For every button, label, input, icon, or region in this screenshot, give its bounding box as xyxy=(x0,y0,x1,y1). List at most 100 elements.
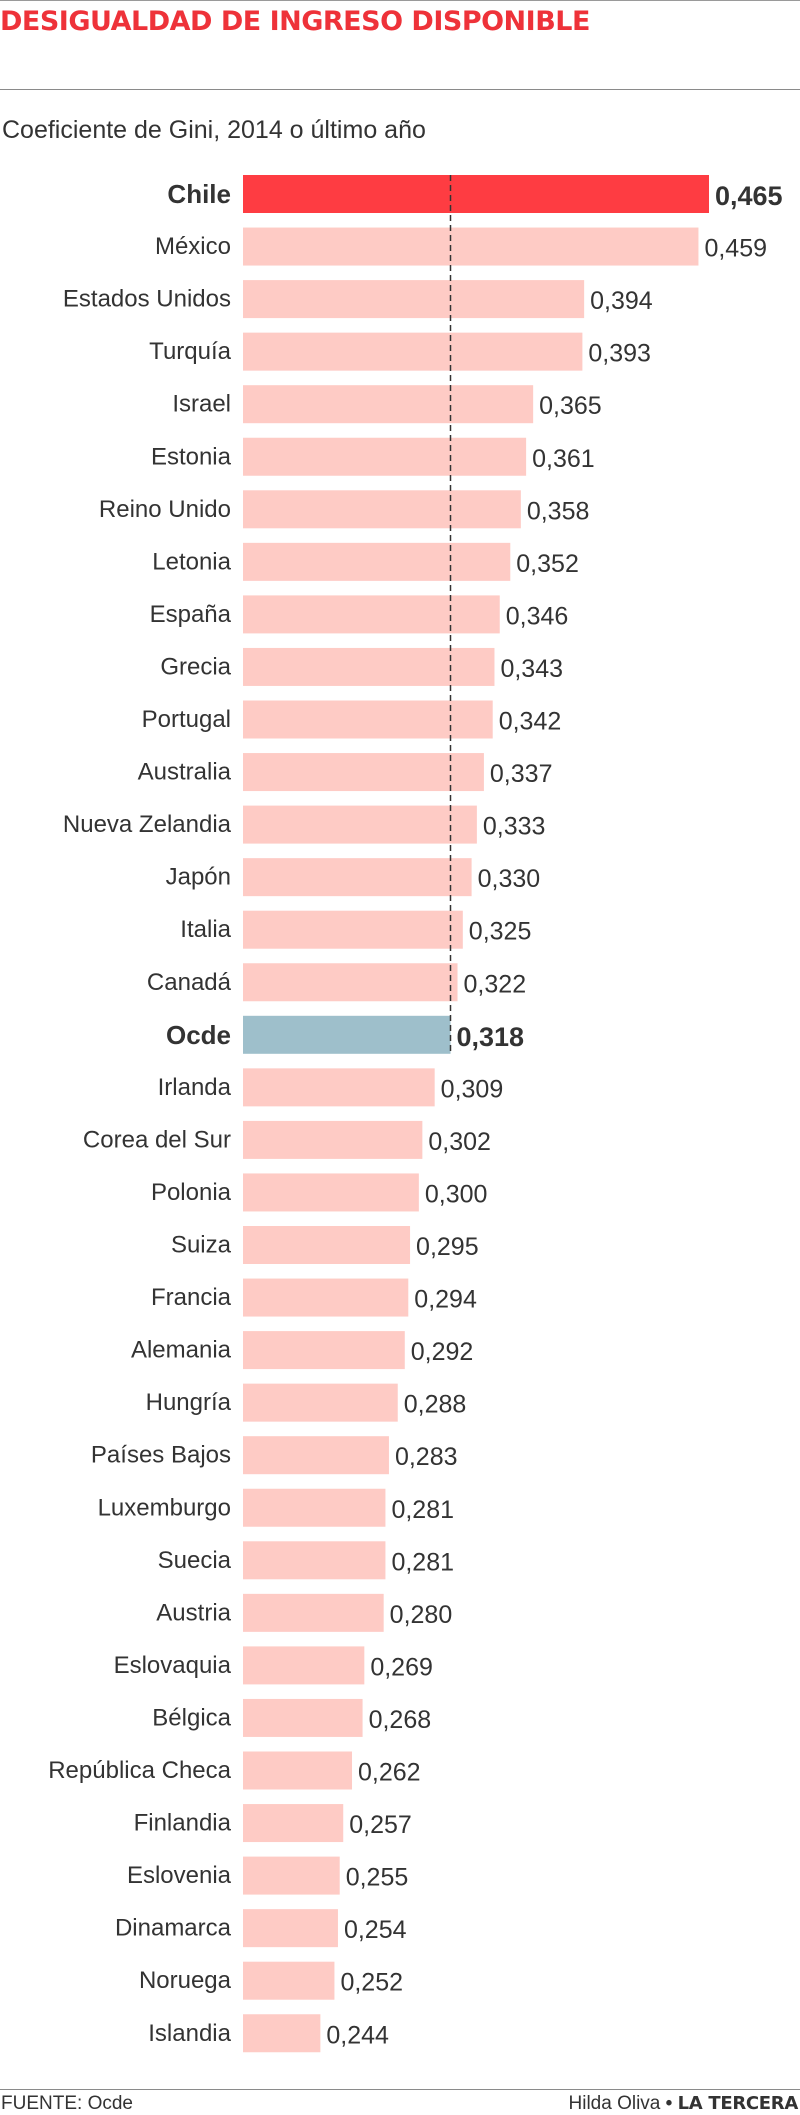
bar-turquia xyxy=(243,332,583,371)
gini-bar-chart: Chile México Estados Unidos Turquía Israel Es… xyxy=(48,175,783,2053)
bar-corea-del-sur xyxy=(243,1120,423,1159)
bar-portugal xyxy=(243,700,493,739)
bar-irlanda xyxy=(243,1068,435,1107)
bar-letonia xyxy=(243,542,511,581)
value-label-reino-unido: 0,358 xyxy=(527,497,590,525)
category-label-paises-bajos: Países Bajos xyxy=(91,1442,231,1469)
value-label-suecia: 0,281 xyxy=(391,1548,454,1576)
bar-hungria xyxy=(243,1383,398,1422)
value-label-turquia: 0,393 xyxy=(588,340,651,368)
category-label-mexico: México xyxy=(155,233,231,260)
top-rule xyxy=(0,0,800,1)
publisher-name: LA TERCERA xyxy=(677,2093,799,2114)
category-label-corea-del-sur: Corea del Sur xyxy=(83,1126,231,1153)
value-label-belgica: 0,268 xyxy=(369,1706,432,1734)
category-label-eslovenia: Eslovenia xyxy=(127,1862,232,1889)
category-label-chile: Chile xyxy=(167,179,231,209)
bar-nueva-zelandia xyxy=(243,805,477,844)
bar-paises-bajos xyxy=(243,1436,389,1475)
value-label-dinamarca: 0,254 xyxy=(344,1916,407,1944)
category-label-estonia: Estonia xyxy=(151,443,232,470)
category-label-belgica: Bélgica xyxy=(152,1704,231,1731)
value-label-estonia: 0,361 xyxy=(532,445,595,473)
bar-belgica xyxy=(243,1698,363,1737)
value-label-paises-bajos: 0,283 xyxy=(395,1443,458,1471)
category-label-canada: Canadá xyxy=(147,969,232,996)
value-label-chile: 0,465 xyxy=(715,181,783,211)
bar-australia xyxy=(243,753,484,792)
value-label-israel: 0,365 xyxy=(539,392,602,420)
value-label-mexico: 0,459 xyxy=(704,235,767,263)
value-label-irlanda: 0,309 xyxy=(441,1075,504,1103)
footer-divider xyxy=(0,2089,800,2090)
category-label-italia: Italia xyxy=(180,916,231,943)
category-label-suiza: Suiza xyxy=(171,1232,232,1259)
title-divider xyxy=(0,89,800,90)
bar-eslovaquia xyxy=(243,1646,365,1685)
category-label-portugal: Portugal xyxy=(142,706,231,733)
bar-eslovenia xyxy=(243,1856,340,1895)
chart-subtitle: Coeficiente de Gini, 2014 o último año xyxy=(2,116,426,144)
value-label-canada: 0,322 xyxy=(464,970,527,998)
value-label-letonia: 0,352 xyxy=(516,550,579,578)
bar-noruega xyxy=(243,1961,335,2000)
category-label-japon: Japón xyxy=(166,864,231,891)
category-label-grecia: Grecia xyxy=(160,653,231,680)
category-label-republica-checa: República Checa xyxy=(48,1757,231,1784)
value-label-grecia: 0,343 xyxy=(500,655,563,683)
value-label-noruega: 0,252 xyxy=(340,1969,403,1997)
value-label-suiza: 0,295 xyxy=(416,1233,479,1261)
category-label-noruega: Noruega xyxy=(139,1967,232,1994)
bar-estados-unidos xyxy=(243,280,585,319)
value-labels-layer: 0,465 0,459 0,394 0,393 0,365 0,361 0,358 0,352… xyxy=(326,181,782,2049)
value-label-republica-checa: 0,262 xyxy=(358,1759,421,1787)
chart-title: DESIGUALDAD DE INGRESO DISPONIBLE xyxy=(0,6,590,37)
value-label-luxemburgo: 0,281 xyxy=(391,1496,454,1524)
bar-islandia xyxy=(243,2014,321,2053)
category-label-luxemburgo: Luxemburgo xyxy=(98,1494,231,1521)
bar-chile xyxy=(243,175,709,213)
bar-espana xyxy=(243,595,500,634)
category-label-australia: Australia xyxy=(138,759,232,786)
category-label-hungria: Hungría xyxy=(146,1389,232,1416)
value-label-italia: 0,325 xyxy=(469,918,532,946)
source-label: FUENTE: xyxy=(1,2093,83,2114)
value-label-nueva-zelandia: 0,333 xyxy=(483,813,546,841)
category-label-espana: España xyxy=(150,601,232,628)
category-label-austria: Austria xyxy=(156,1599,231,1626)
bar-dinamarca xyxy=(243,1909,338,1948)
category-label-polonia: Polonia xyxy=(151,1179,232,1206)
value-label-polonia: 0,300 xyxy=(425,1180,488,1208)
bars-layer xyxy=(243,175,709,2053)
value-label-eslovenia: 0,255 xyxy=(346,1864,409,1892)
author-name: Hilda Oliva xyxy=(568,2093,661,2114)
source-value: Ocde xyxy=(87,2093,133,2114)
value-label-corea-del-sur: 0,302 xyxy=(428,1128,491,1156)
category-label-israel: Israel xyxy=(172,391,231,418)
category-label-finlandia: Finlandia xyxy=(134,1810,232,1837)
bar-suiza xyxy=(243,1226,411,1264)
category-label-turquia: Turquía xyxy=(149,338,231,365)
bar-luxemburgo xyxy=(243,1488,386,1527)
value-label-alemania: 0,292 xyxy=(411,1338,474,1366)
bar-austria xyxy=(243,1593,384,1632)
credit-separator: • xyxy=(665,2093,673,2114)
category-label-dinamarca: Dinamarca xyxy=(115,1915,232,1942)
bar-ocde xyxy=(243,1015,451,1054)
value-label-francia: 0,294 xyxy=(414,1286,477,1314)
bar-italia xyxy=(243,910,463,949)
value-label-australia: 0,337 xyxy=(490,760,553,788)
category-label-eslovaquia: Eslovaquia xyxy=(114,1652,232,1679)
category-label-nueva-zelandia: Nueva Zelandia xyxy=(63,811,232,838)
category-labels-layer: Chile México Estados Unidos Turquía Israel Es… xyxy=(48,179,231,2047)
category-label-estados-unidos: Estados Unidos xyxy=(63,286,231,313)
bar-israel xyxy=(243,385,534,424)
value-label-japon: 0,330 xyxy=(478,865,541,893)
value-label-ocde: 0,318 xyxy=(457,1022,525,1052)
bar-suecia xyxy=(243,1541,386,1580)
category-label-islandia: Islandia xyxy=(148,2020,231,2047)
bar-canada xyxy=(243,963,458,1002)
value-label-austria: 0,280 xyxy=(390,1601,453,1629)
value-label-islandia: 0,244 xyxy=(326,2021,389,2049)
category-label-ocde: Ocde xyxy=(166,1020,231,1050)
